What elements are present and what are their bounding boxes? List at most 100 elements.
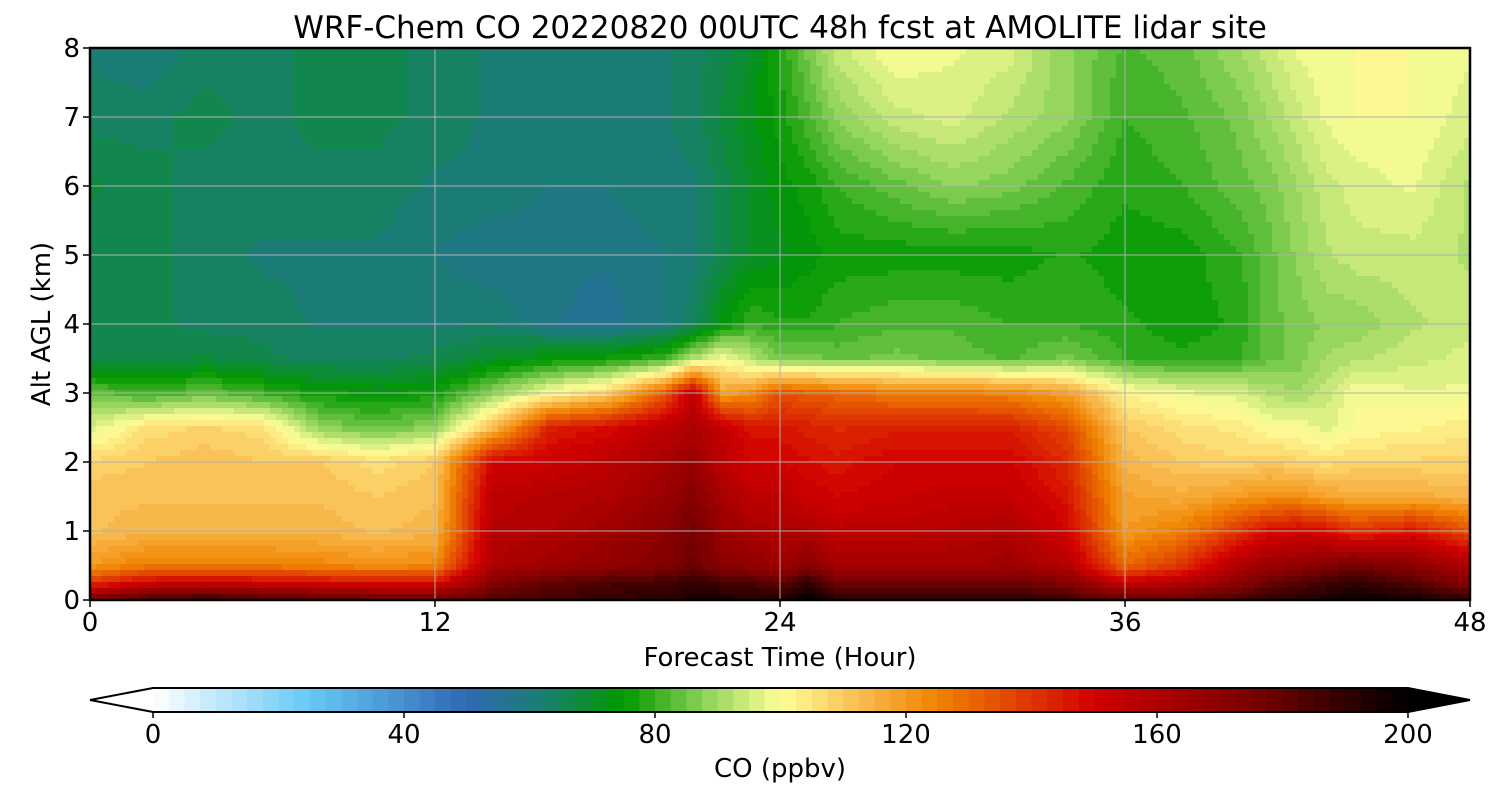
heatmap-cell <box>492 78 499 85</box>
heatmap-cell <box>492 144 499 151</box>
heatmap-cell <box>1158 120 1165 127</box>
heatmap-cell <box>480 60 487 67</box>
heatmap-cell <box>1290 84 1297 91</box>
heatmap-cell <box>1296 132 1303 139</box>
heatmap-cell <box>396 66 403 73</box>
heatmap-cell <box>1368 96 1375 103</box>
heatmap-cell <box>1206 126 1213 133</box>
heatmap-cell <box>150 66 157 73</box>
heatmap-cell <box>984 168 991 175</box>
heatmap-cell <box>1134 132 1141 139</box>
heatmap-cell <box>594 138 601 145</box>
heatmap-cell <box>672 150 679 157</box>
heatmap-cell <box>678 84 685 91</box>
heatmap-cell <box>396 144 403 151</box>
heatmap-cell <box>546 138 553 145</box>
heatmap-cell <box>780 120 787 127</box>
heatmap-cell <box>564 102 571 109</box>
heatmap-cell <box>972 96 979 103</box>
heatmap-cell <box>870 72 877 79</box>
heatmap-cell <box>1386 138 1393 145</box>
heatmap-cell <box>552 102 559 109</box>
heatmap-cell <box>834 150 841 157</box>
heatmap-cell <box>1320 72 1327 79</box>
heatmap-cell <box>1230 96 1237 103</box>
heatmap-cell <box>1422 144 1429 151</box>
heatmap-cell <box>900 168 907 175</box>
heatmap-cell <box>150 120 157 127</box>
heatmap-cell <box>1230 108 1237 115</box>
heatmap-cell <box>504 126 511 133</box>
heatmap-cell <box>918 78 925 85</box>
heatmap-cell <box>1026 102 1033 109</box>
heatmap-cell <box>1272 96 1279 103</box>
heatmap-cell <box>1422 48 1429 55</box>
heatmap-cell <box>156 78 163 85</box>
heatmap-cell <box>858 84 865 91</box>
heatmap-cell <box>690 156 697 163</box>
heatmap-cell <box>714 120 721 127</box>
heatmap-cell <box>198 102 205 109</box>
heatmap-cell <box>1182 126 1189 133</box>
heatmap-cell <box>1080 96 1087 103</box>
heatmap-cell <box>228 144 235 151</box>
heatmap-cell <box>960 150 967 157</box>
heatmap-cell <box>96 48 103 55</box>
heatmap-cell <box>150 138 157 145</box>
heatmap-cell <box>102 132 109 139</box>
heatmap-cell <box>348 48 355 55</box>
heatmap-cell <box>636 126 643 133</box>
heatmap-cell <box>348 168 355 175</box>
heatmap-cell <box>1398 138 1405 145</box>
heatmap-cell <box>102 120 109 127</box>
heatmap-cell <box>990 66 997 73</box>
heatmap-cell <box>1410 156 1417 163</box>
heatmap-cell <box>1152 90 1159 97</box>
heatmap-cell <box>906 150 913 157</box>
heatmap-cell <box>966 120 973 127</box>
heatmap-cell <box>1464 78 1471 85</box>
heatmap-cell <box>1068 66 1075 73</box>
heatmap-cell <box>1350 60 1357 67</box>
heatmap-cell <box>1386 96 1393 103</box>
heatmap-cell <box>762 72 769 79</box>
heatmap-cell <box>1356 78 1363 85</box>
heatmap-cell <box>1020 60 1027 67</box>
heatmap-cell <box>762 144 769 151</box>
heatmap-cell <box>330 156 337 163</box>
heatmap-cell <box>486 54 493 61</box>
heatmap-cell <box>1152 156 1159 163</box>
heatmap-cell <box>546 144 553 151</box>
heatmap-cell <box>390 90 397 97</box>
heatmap-cell <box>894 162 901 169</box>
heatmap-cell <box>594 96 601 103</box>
heatmap-cell <box>1416 120 1423 127</box>
heatmap-cell <box>96 162 103 169</box>
heatmap-cell <box>1464 126 1471 133</box>
heatmap-cell <box>360 150 367 157</box>
heatmap-cell <box>792 66 799 73</box>
heatmap-cell <box>102 72 109 79</box>
heatmap-cell <box>198 156 205 163</box>
heatmap-cell <box>348 162 355 169</box>
heatmap-cell <box>228 96 235 103</box>
heatmap-cell <box>1200 150 1207 157</box>
heatmap-cell <box>1254 102 1261 109</box>
heatmap-cell <box>1032 162 1039 169</box>
heatmap-cell <box>1314 90 1321 97</box>
heatmap-cell <box>816 162 823 169</box>
heatmap-cell <box>588 138 595 145</box>
heatmap-cell <box>1170 126 1177 133</box>
heatmap-cell <box>1278 60 1285 67</box>
heatmap-cell <box>834 96 841 103</box>
heatmap-cell <box>318 144 325 151</box>
heatmap-cell <box>480 102 487 109</box>
heatmap-cell <box>168 78 175 85</box>
heatmap-cell <box>858 138 865 145</box>
heatmap-cell <box>906 138 913 145</box>
heatmap-cell <box>756 96 763 103</box>
heatmap-cell <box>1218 132 1225 139</box>
heatmap-cell <box>894 102 901 109</box>
heatmap-cell <box>1152 72 1159 79</box>
heatmap-cell <box>1062 174 1069 181</box>
